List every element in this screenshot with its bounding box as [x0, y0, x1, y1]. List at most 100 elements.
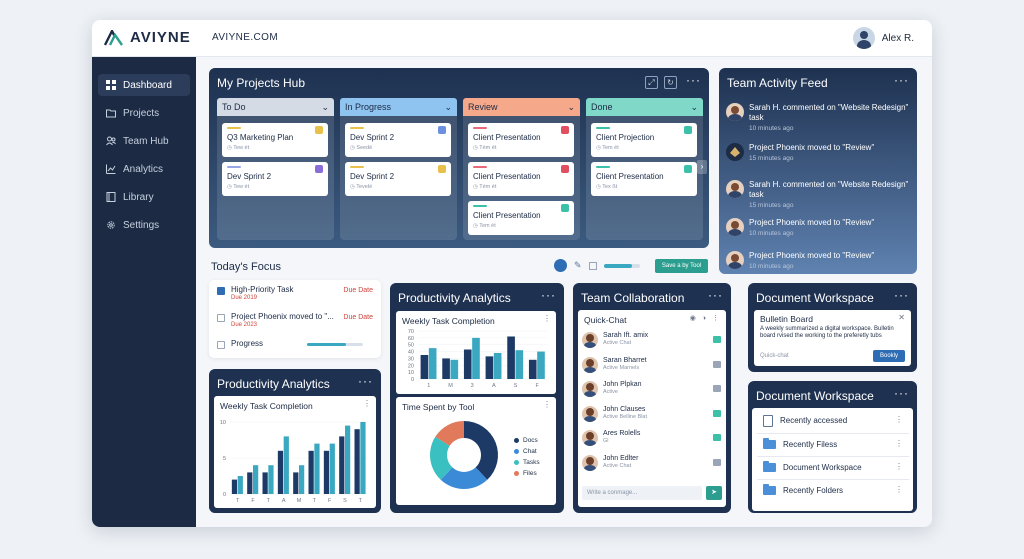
feed-item[interactable]: Project Phoenix moved to "Review" 15 minu…: [726, 143, 911, 162]
more-menu-button[interactable]: ···: [708, 288, 723, 302]
chevron-down-icon[interactable]: ⌄: [321, 102, 329, 112]
checkbox[interactable]: [217, 287, 225, 295]
sidebar-item-team-hub[interactable]: Team Hub: [98, 130, 190, 152]
checkbox[interactable]: [217, 341, 225, 349]
message-icon[interactable]: [713, 336, 721, 343]
focus-item[interactable]: Progress: [217, 339, 375, 361]
document-item[interactable]: Recently Filess ⋮: [757, 433, 909, 454]
chart-menu-button[interactable]: ⋮: [543, 400, 551, 409]
bulletin-button[interactable]: Bookly: [873, 350, 905, 362]
bar-T-s0[interactable]: [308, 450, 314, 494]
bar-A-s0[interactable]: [485, 356, 494, 379]
contact-row[interactable]: Ares Rolells Gl: [582, 430, 725, 452]
task-checkbox[interactable]: [438, 126, 446, 134]
column-header[interactable]: In Progress ⌄: [340, 98, 457, 116]
chevron-down-icon[interactable]: ⌄: [567, 102, 575, 112]
pie-slice-docs[interactable]: [464, 421, 498, 480]
task-card[interactable]: Dev Sprint 2 ◷ Tevelé: [345, 162, 451, 196]
message-icon[interactable]: [713, 458, 721, 466]
bar-1-s0[interactable]: [420, 355, 429, 379]
contact-row[interactable]: John Clauses Active Belline Blat: [582, 405, 725, 428]
more-menu-button[interactable]: ···: [894, 386, 909, 400]
sidebar-item-analytics[interactable]: Analytics: [98, 158, 190, 180]
message-input[interactable]: Write a conmage...: [582, 486, 702, 500]
focus-item[interactable]: Project Phoenix moved to "... Due 2023 Du…: [217, 312, 375, 334]
checkbox[interactable]: [217, 314, 225, 322]
close-icon[interactable]: ✕: [898, 313, 905, 322]
item-menu-button[interactable]: ⋮: [895, 485, 903, 494]
focus-toggle-icon[interactable]: [554, 259, 567, 272]
document-item[interactable]: Document Workspace ⋮: [757, 456, 909, 477]
bar-F-s1[interactable]: [329, 443, 335, 494]
refresh-icon[interactable]: ↻: [664, 76, 677, 89]
sidebar-item-settings[interactable]: Settings: [98, 214, 190, 236]
bar-F-s0[interactable]: [247, 472, 253, 494]
brand-logo[interactable]: AVIYNE: [104, 29, 191, 46]
task-card[interactable]: Dev Sprint 2 ◷ Tew ét: [222, 162, 328, 196]
task-card[interactable]: Client Presentation ◷ Tém ét: [468, 123, 574, 157]
bar-A-s1[interactable]: [493, 352, 502, 379]
task-checkbox[interactable]: [684, 126, 692, 134]
bar-A-s0[interactable]: [277, 450, 284, 494]
bar-T-s1[interactable]: [237, 476, 243, 494]
bar-S-s1[interactable]: [515, 350, 524, 379]
task-checkbox[interactable]: [684, 165, 692, 173]
bar-F-s0[interactable]: [528, 359, 537, 379]
user-menu[interactable]: Alex R.: [852, 27, 914, 49]
due-date-link[interactable]: Due Date: [343, 287, 373, 294]
task-checkbox[interactable]: [561, 126, 569, 134]
task-checkbox[interactable]: [561, 204, 569, 212]
message-icon[interactable]: [713, 409, 721, 417]
task-card[interactable]: Q3 Marketing Plan ◷ Tew ét: [222, 123, 328, 157]
more-menu-button[interactable]: ···: [541, 288, 556, 302]
chevron-down-icon[interactable]: ⌄: [444, 102, 452, 112]
due-date-link[interactable]: Due Date: [343, 314, 373, 321]
column-header[interactable]: Review ⌄: [463, 98, 580, 116]
message-icon[interactable]: [713, 385, 721, 392]
pie-slice-tasks[interactable]: [430, 436, 453, 480]
edit-icon[interactable]: ✎: [574, 260, 582, 270]
task-checkbox[interactable]: [561, 165, 569, 173]
contact-row[interactable]: John Plpkan Active: [582, 381, 725, 403]
task-checkbox[interactable]: [315, 126, 323, 134]
more-menu-button[interactable]: ···: [686, 73, 701, 87]
column-header[interactable]: To Do ⌄: [217, 98, 334, 116]
bar-3-s0[interactable]: [463, 349, 472, 379]
feed-item[interactable]: Sarah H. commented on "Website Redesign"…: [726, 103, 911, 132]
bar-A-s1[interactable]: [283, 436, 289, 494]
task-card[interactable]: Client Presentation ◷ Tex ßt: [591, 162, 697, 196]
task-card[interactable]: Client Presentation ◷ Tem ét: [468, 201, 574, 235]
focus-checkbox[interactable]: [588, 261, 597, 270]
chart-menu-button[interactable]: ⋮: [543, 314, 551, 323]
bar-F-s1[interactable]: [537, 351, 545, 379]
bar-T-s0[interactable]: [262, 472, 268, 494]
save-button[interactable]: Save a by Tool: [655, 259, 708, 273]
contact-row[interactable]: John Edlter Active Chat: [582, 454, 725, 477]
bar-M-s1[interactable]: [450, 359, 459, 379]
chart-menu-button[interactable]: ⋮: [363, 399, 371, 408]
more-menu-button[interactable]: ···: [894, 288, 909, 302]
bar-S-s1[interactable]: [345, 425, 351, 494]
chat-actions[interactable]: ◉ ◑ ⋮: [689, 315, 721, 322]
message-icon[interactable]: [713, 434, 721, 441]
scroll-right-button[interactable]: ›: [697, 160, 707, 174]
bar-M-s1[interactable]: [299, 465, 305, 494]
bar-3-s1[interactable]: [472, 337, 480, 379]
more-menu-button[interactable]: ···: [894, 73, 909, 87]
bar-S-s0[interactable]: [339, 436, 345, 494]
bar-T-s1[interactable]: [360, 422, 366, 494]
bar-T-s0[interactable]: [354, 429, 360, 494]
chevron-down-icon[interactable]: ⌄: [690, 102, 698, 112]
feed-item[interactable]: Sarah H. commented on "Website Redesign"…: [726, 180, 911, 209]
task-card[interactable]: Client Projection ◷ Tem ét: [591, 123, 697, 157]
feed-item[interactable]: Project Phoenix moved to "Review" 10 minu…: [726, 218, 911, 237]
more-menu-button[interactable]: ···: [358, 374, 373, 388]
pie-slice-chat[interactable]: [440, 467, 488, 489]
expand-icon[interactable]: ⤢: [645, 76, 658, 89]
column-header[interactable]: Done ⌄: [586, 98, 703, 116]
bar-M-s0[interactable]: [442, 358, 450, 379]
item-menu-button[interactable]: ⋮: [895, 439, 903, 448]
task-checkbox[interactable]: [315, 165, 323, 173]
bar-F-s1[interactable]: [253, 465, 259, 494]
bar-1-s1[interactable]: [428, 348, 437, 379]
